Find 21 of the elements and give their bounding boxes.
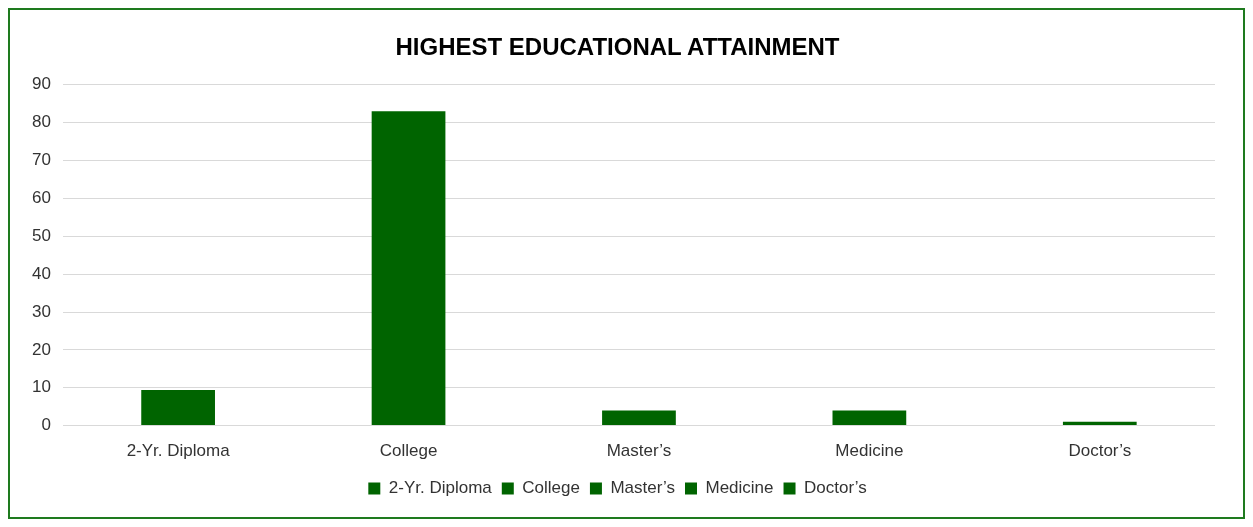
y-tick-label: 30	[31, 301, 51, 321]
y-tick-label: 70	[31, 150, 51, 170]
y-tick-label: 80	[31, 112, 51, 132]
legend-label: Doctor’s	[804, 478, 867, 498]
chart-title: HIGHEST EDUCATIONAL ATTAINMENT	[395, 33, 840, 61]
legend-label: 2-Yr. Diploma	[388, 478, 493, 498]
y-tick-label: 0	[41, 415, 51, 435]
y-tick-label: 20	[31, 339, 51, 359]
x-tick-label: College	[379, 441, 438, 461]
x-tick-label: Master’s	[606, 441, 672, 461]
legend-label: Medicine	[705, 478, 774, 498]
x-tick-label: 2-Yr. Diploma	[126, 441, 231, 461]
y-tick-label: 90	[31, 74, 51, 94]
legend-label: College	[522, 478, 580, 498]
legend-label: Master’s	[610, 478, 675, 498]
y-tick-label: 60	[31, 188, 51, 208]
y-tick-label: 10	[31, 377, 51, 397]
y-tick-label: 50	[31, 225, 51, 245]
x-tick-label: Doctor’s	[1068, 441, 1132, 461]
x-tick-label: Medicine	[835, 441, 904, 461]
y-tick-label: 40	[31, 263, 51, 283]
